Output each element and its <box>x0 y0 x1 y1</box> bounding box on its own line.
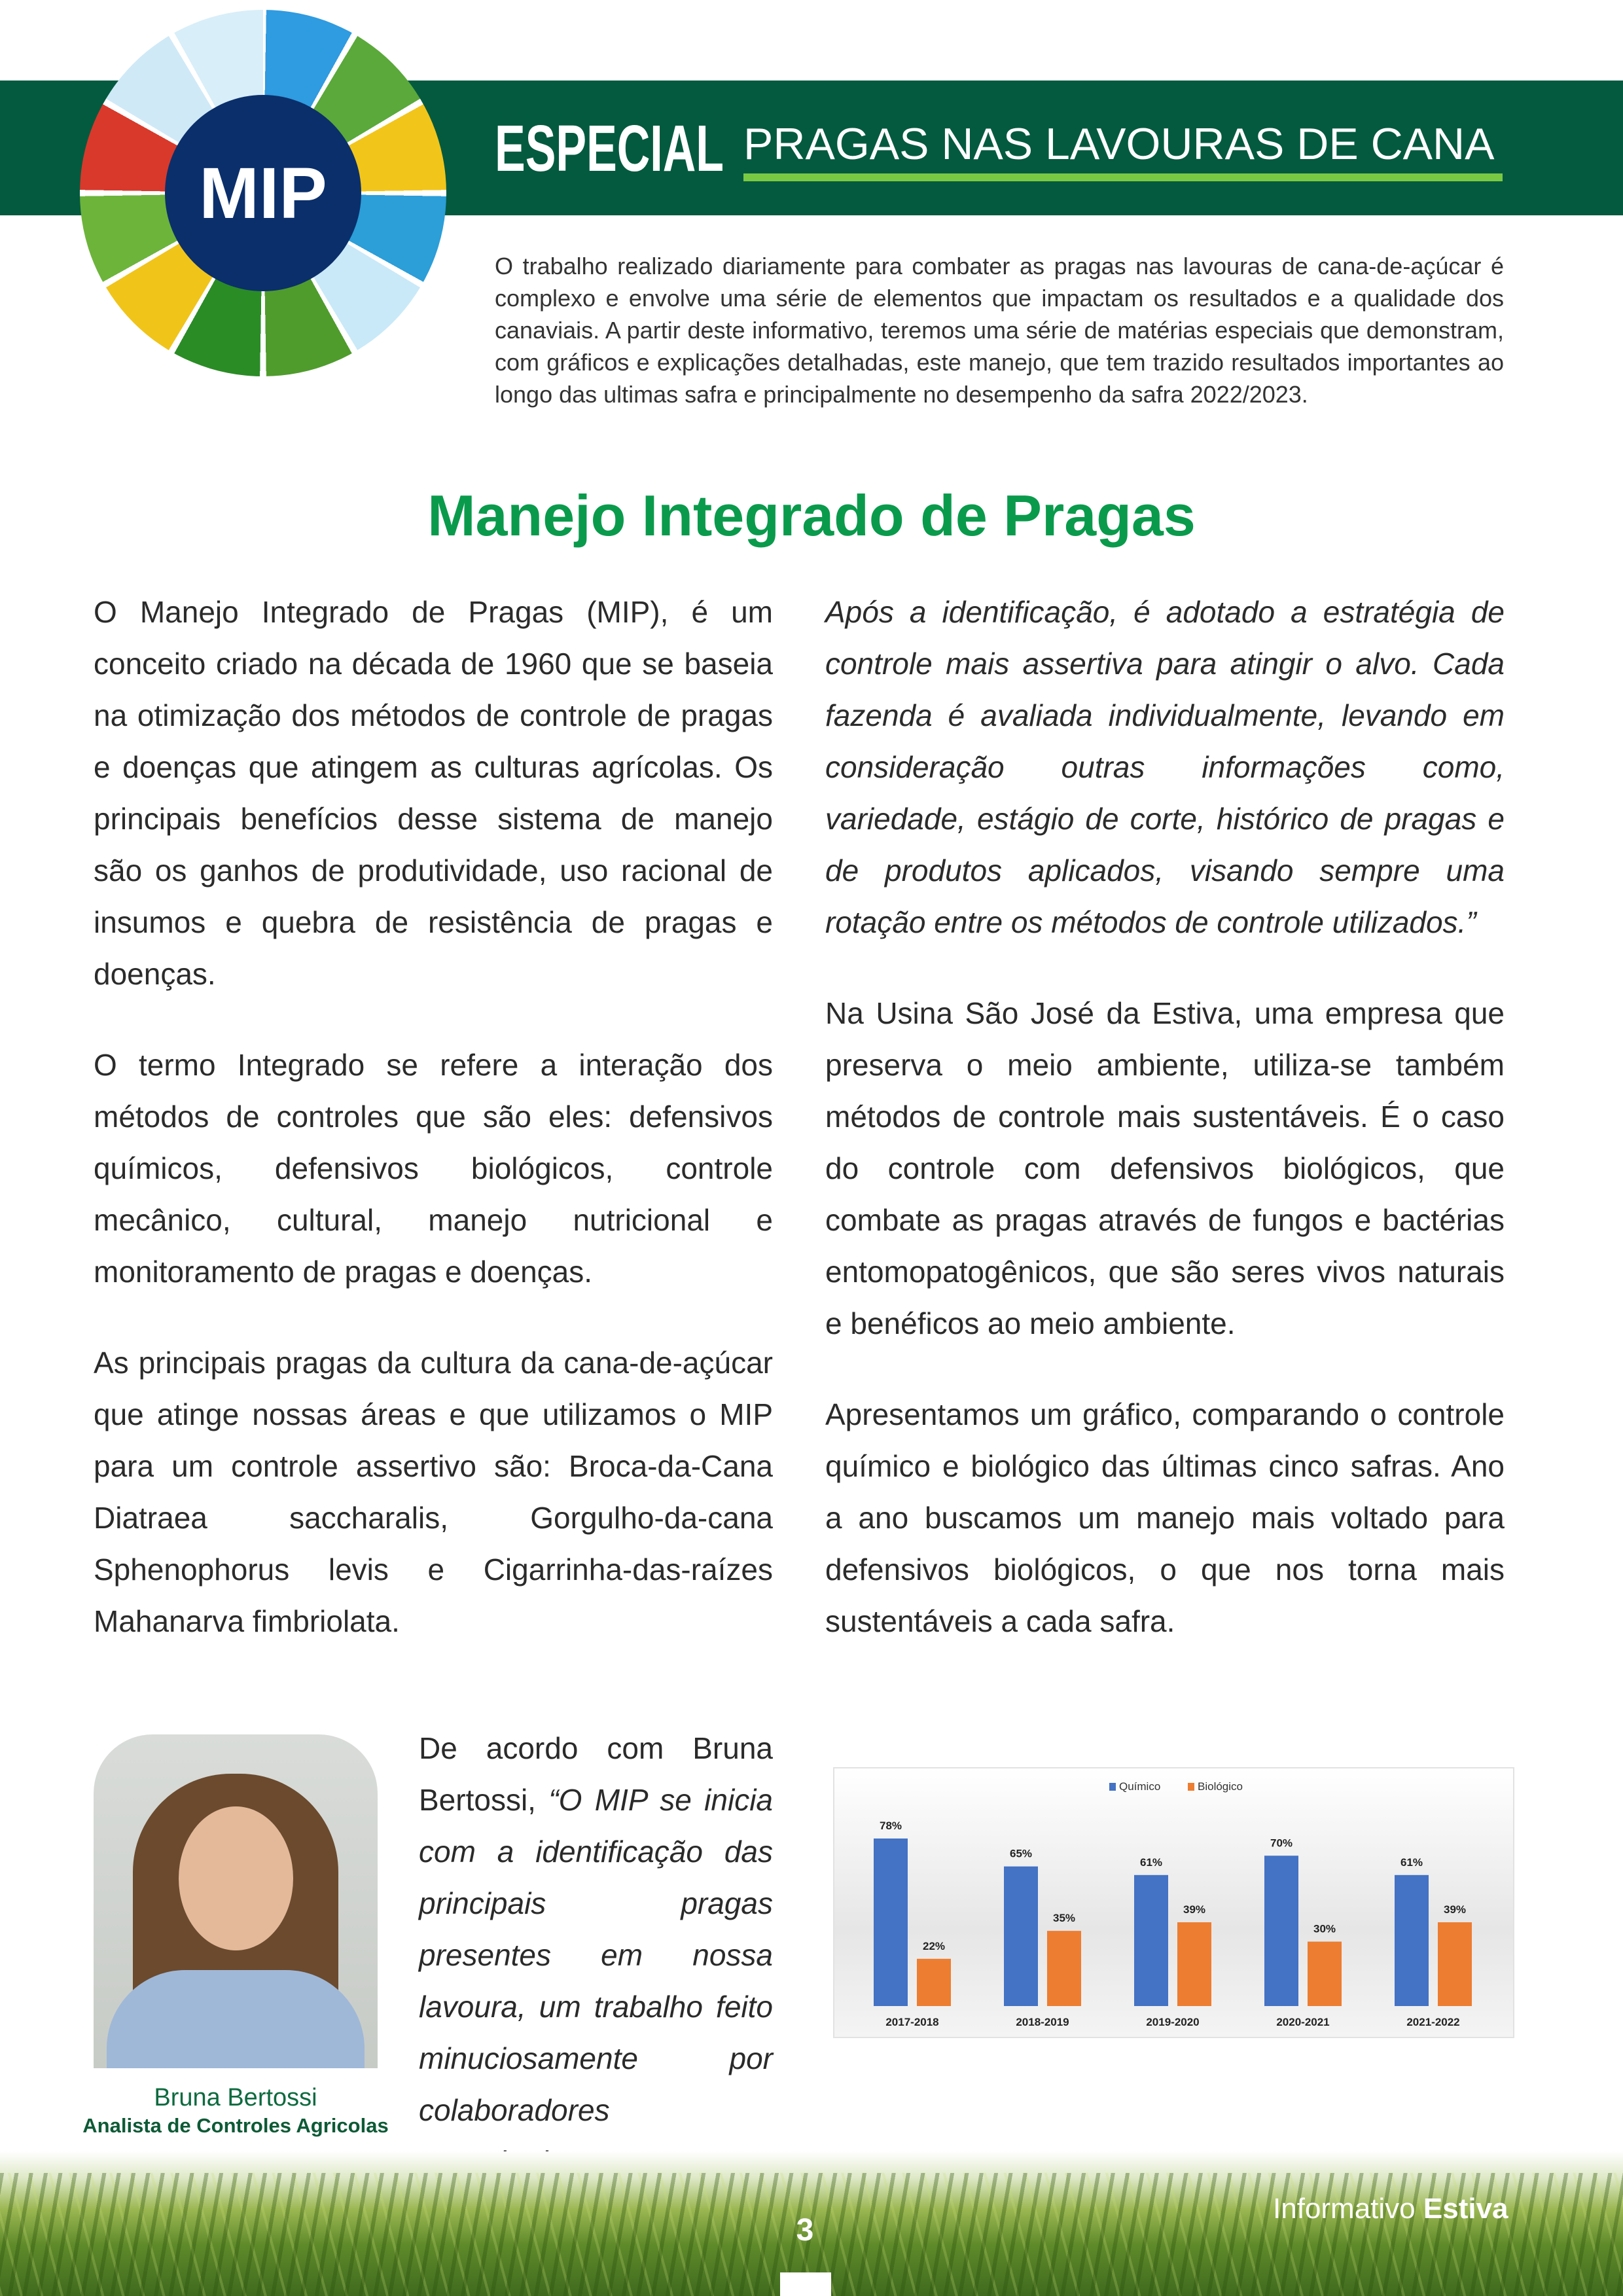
bar <box>1395 1874 1429 2006</box>
photo-caption-role: Analista de Controles Agricolas <box>82 2114 389 2137</box>
data-label: 39% <box>1444 1903 1466 1916</box>
category-label: 2018-2019 <box>1016 2016 1069 2028</box>
bar <box>1177 1922 1211 2006</box>
data-label: 78% <box>880 1820 902 1832</box>
legend-swatch <box>1188 1783 1194 1791</box>
brand-name: Informativo Estiva <box>1273 2193 1508 2225</box>
paragraph: As principais pragas da cultura da cana-… <box>94 1346 773 1638</box>
paragraph: Após a identificação, é adotado a estrat… <box>825 595 1505 939</box>
mip-logo: MIP <box>80 10 446 376</box>
data-label: 22% <box>923 1940 945 1952</box>
bar <box>1308 1941 1342 2006</box>
data-label: 61% <box>1400 1856 1423 1869</box>
section-subtitle: PRAGAS NAS LAVOURAS DE CANA <box>743 119 1495 169</box>
subtitle-underline <box>743 173 1503 181</box>
intro-paragraph: O trabalho realizado diariamente para co… <box>495 253 1504 408</box>
legend-swatch <box>1109 1783 1116 1791</box>
paragraph: O termo Integrado se refere a interação … <box>94 1048 773 1289</box>
bar <box>1264 1856 1298 2006</box>
paragraph: O Manejo Integrado de Pragas (MIP), é um… <box>94 595 773 991</box>
page-number: 3 <box>796 2213 814 2248</box>
category-label: 2017-2018 <box>885 2016 938 2028</box>
data-label: 39% <box>1183 1903 1205 1916</box>
category-label: 2020-2021 <box>1276 2016 1329 2028</box>
chart-svg: Químico Biológico 78% 22% 2017-2018 65% 35% 201… <box>874 1780 1472 2028</box>
footer-grass <box>0 2151 1623 2296</box>
logo-text: MIP <box>165 95 361 291</box>
legend-label: Químico <box>1119 1780 1160 1793</box>
bar-chart: Químico Biológico 78% 22% 2017-2018 65% 35% 201… <box>833 1767 1514 2038</box>
category-label: 2021-2022 <box>1406 2016 1459 2028</box>
paragraph: Apresentamos um gráfico, comparando o co… <box>825 1397 1505 1638</box>
bar <box>874 1839 908 2006</box>
photo-caption-name: Bruna Bertossi <box>154 2084 317 2111</box>
author-photo <box>94 1734 378 2068</box>
quote-intro: De acordo com Bruna Bertossi, <box>419 1731 773 1817</box>
bar <box>917 1958 951 2006</box>
data-label: 70% <box>1270 1837 1293 1849</box>
category-label: 2019-2020 <box>1146 2016 1199 2028</box>
legend-label: Biológico <box>1198 1780 1243 1793</box>
quote-paragraph: De acordo com Bruna Bertossi, “O MIP se … <box>419 1723 773 2188</box>
data-label: 30% <box>1313 1923 1336 1935</box>
bar <box>1047 1931 1081 2006</box>
bar <box>1134 1874 1168 2006</box>
paragraph: Na Usina São José da Estiva, uma empresa… <box>825 996 1505 1340</box>
bar <box>1438 1922 1472 2006</box>
data-label: 35% <box>1053 1912 1075 1924</box>
article-title: Manejo Integrado de Pragas <box>427 483 1196 548</box>
section-label: ESPECIAL <box>495 112 724 185</box>
left-column: O Manejo Integrado de Pragas (MIP), é um… <box>94 586 773 1687</box>
right-column: Após a identificação, é adotado a estrat… <box>825 586 1505 1687</box>
quote-text: “O MIP se inicia com a identificação das… <box>419 1783 773 2179</box>
data-label: 65% <box>1010 1848 1032 1860</box>
data-label: 61% <box>1140 1856 1162 1869</box>
bar <box>1004 1866 1038 2006</box>
